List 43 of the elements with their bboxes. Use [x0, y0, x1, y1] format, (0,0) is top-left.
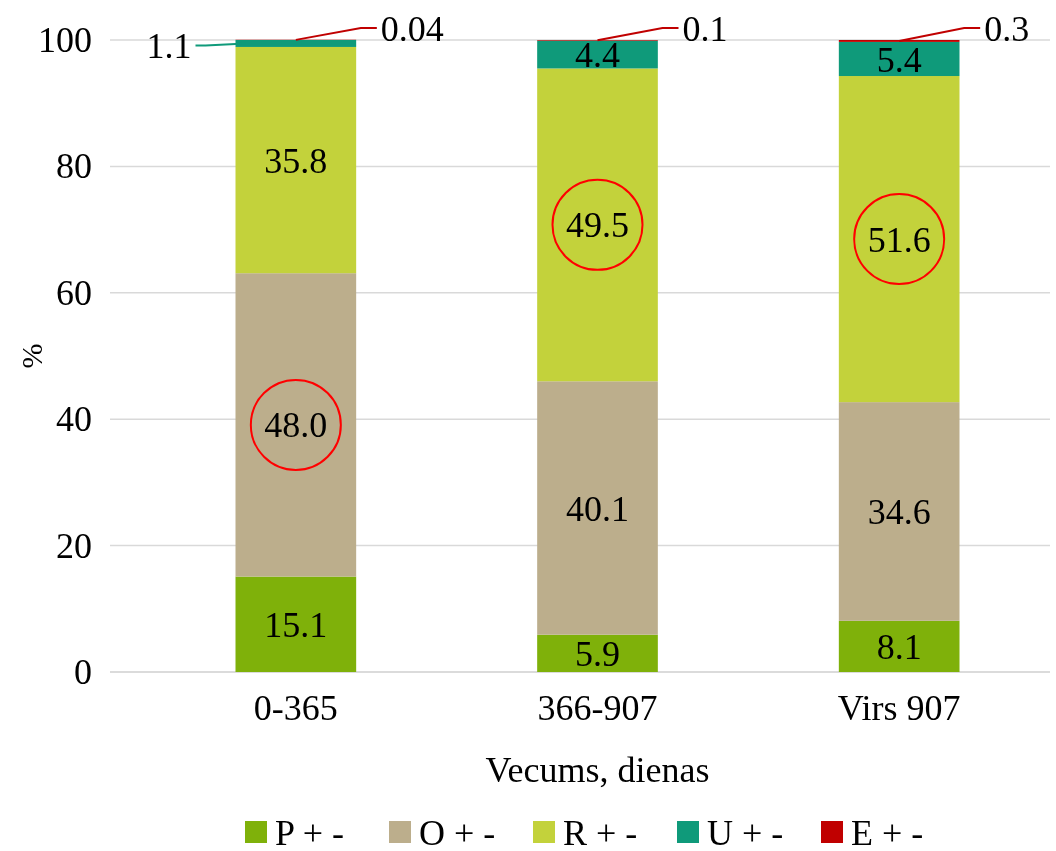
bar — [235, 576, 357, 672]
legend-label: R + - — [563, 812, 638, 851]
bar — [235, 46, 357, 274]
data-label: 40.1 — [566, 488, 629, 529]
data-label: 0.1 — [682, 8, 728, 49]
data-label: 5.9 — [575, 633, 620, 674]
legend-label: P + - — [275, 812, 344, 851]
legend-label: E + - — [851, 812, 924, 851]
data-label: 0.04 — [380, 8, 444, 49]
y-tick-label: 40 — [56, 399, 92, 440]
y-tick-label: 80 — [56, 146, 92, 187]
bar — [235, 273, 357, 577]
data-label: 51.6 — [867, 219, 931, 260]
y-tick-label: 60 — [56, 272, 92, 313]
bar — [838, 41, 960, 77]
legend-label: U + - — [707, 812, 784, 851]
y-tick-label: 0 — [74, 652, 92, 693]
x-axis-title: Vecums, dienas — [485, 750, 710, 790]
y-tick-label: 100 — [38, 20, 92, 61]
data-label: 4.4 — [575, 35, 620, 76]
data-label: 48.0 — [264, 405, 328, 446]
y-tick-label: 20 — [56, 525, 92, 566]
bar — [838, 76, 960, 403]
data-label: 0.3 — [984, 8, 1030, 49]
data-label: 8.1 — [876, 627, 922, 667]
data-label: 49.5 — [566, 205, 629, 246]
bar — [838, 402, 960, 621]
bar — [235, 40, 357, 47]
x-tick-label: 0-365 — [253, 687, 338, 728]
data-label: 1.1 — [146, 26, 192, 67]
data-label: 35.8 — [264, 140, 328, 181]
data-label: 15.1 — [264, 604, 328, 645]
bar — [537, 634, 658, 672]
y-axis-title: % — [15, 343, 48, 369]
data-label: 34.6 — [867, 492, 931, 533]
legend-label: O + - — [419, 812, 496, 851]
data-label: 5.4 — [876, 39, 922, 80]
bar — [537, 68, 658, 382]
x-tick-label: Virs 907 — [837, 687, 961, 728]
bar — [838, 620, 960, 672]
bar — [537, 40, 658, 69]
bar — [537, 381, 658, 635]
x-tick-label: 366-907 — [537, 687, 658, 728]
